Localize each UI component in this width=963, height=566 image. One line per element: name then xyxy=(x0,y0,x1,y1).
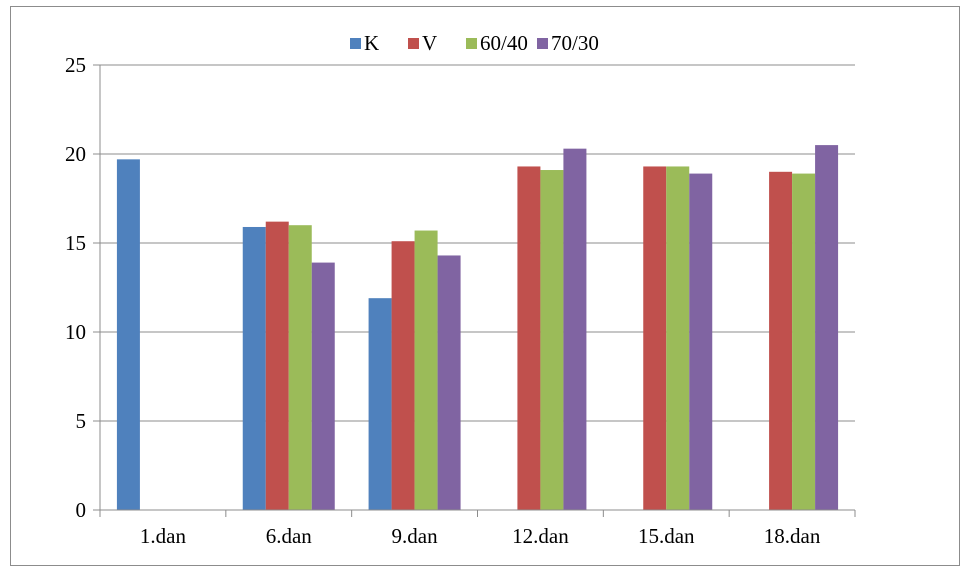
gridlines xyxy=(100,65,855,421)
bar-70-30-15dan xyxy=(689,174,712,510)
bar-V-18dan xyxy=(769,172,792,510)
bars xyxy=(117,145,838,510)
bar-70-30-9dan xyxy=(438,255,461,510)
bar-V-6dan xyxy=(266,222,289,510)
bar-60-40-18dan xyxy=(792,174,815,510)
legend-label: 70/30 xyxy=(551,31,599,55)
bar-70-30-6dan xyxy=(312,263,335,510)
x-tick-label: 1.dan xyxy=(140,524,187,548)
y-tick-label: 5 xyxy=(76,409,87,433)
x-tick-label: 18.dan xyxy=(764,524,821,548)
legend-swatch xyxy=(466,38,477,49)
legend-item: V xyxy=(408,31,437,55)
bar-60-40-9dan xyxy=(415,231,438,510)
y-tick-label: 15 xyxy=(65,231,86,255)
y-tick-label: 20 xyxy=(65,142,86,166)
axes xyxy=(93,65,855,517)
bar-70-30-18dan xyxy=(815,145,838,510)
legend: K V 60/40 70/30 xyxy=(350,31,599,55)
x-tick-label: 6.dan xyxy=(266,524,313,548)
bar-V-9dan xyxy=(392,241,415,510)
legend-swatch xyxy=(537,38,548,49)
legend-label: V xyxy=(422,31,437,55)
legend-item: 70/30 xyxy=(537,31,599,55)
bar-60-40-15dan xyxy=(666,166,689,510)
legend-item: K xyxy=(350,31,379,55)
legend-swatch xyxy=(350,38,361,49)
bar-K-1dan xyxy=(117,159,140,510)
x-tick-label: 9.dan xyxy=(392,524,439,548)
y-tick-label: 10 xyxy=(65,320,86,344)
bar-60-40-12dan xyxy=(540,170,563,510)
y-tick-label: 25 xyxy=(65,53,86,77)
x-tick-label: 12.dan xyxy=(512,524,569,548)
bar-V-15dan xyxy=(643,166,666,510)
bar-K-9dan xyxy=(369,298,392,510)
legend-swatch xyxy=(408,38,419,49)
bar-K-6dan xyxy=(243,227,266,510)
legend-label: K xyxy=(364,31,379,55)
legend-item: 60/40 xyxy=(466,31,528,55)
y-tick-label: 0 xyxy=(76,498,87,522)
x-tick-label: 15.dan xyxy=(638,524,695,548)
legend-label: 60/40 xyxy=(480,31,528,55)
bar-chart: 0 5 10 15 20 25 1.dan 6.dan 9.dan 12.dan 15.dan 18.… xyxy=(0,0,963,552)
bar-60-40-6dan xyxy=(289,225,312,510)
bar-70-30-12dan xyxy=(563,149,586,510)
bar-V-12dan xyxy=(517,166,540,510)
